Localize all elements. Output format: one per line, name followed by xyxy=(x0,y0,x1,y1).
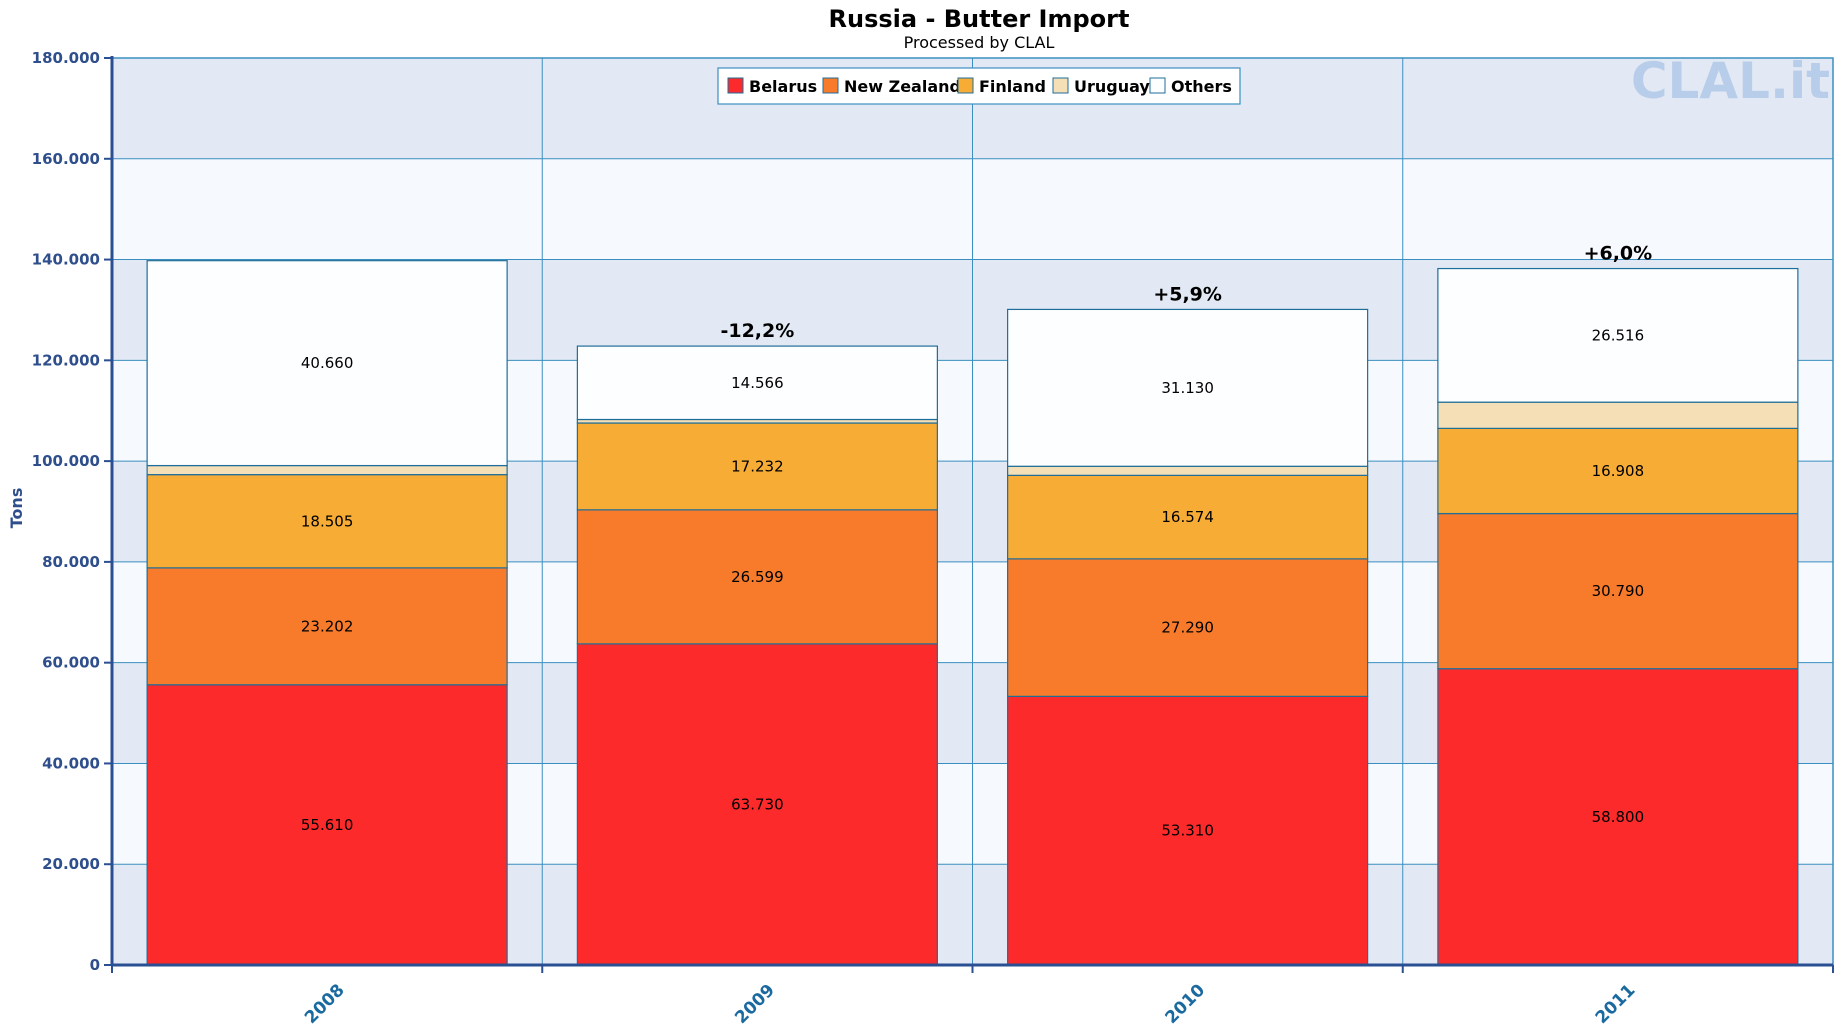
bar-segment-others-2010 xyxy=(1007,308,1369,467)
y-tick-label: 180.000 xyxy=(32,49,100,67)
x-tick-label: 2010 xyxy=(1162,980,1210,1025)
bars: 55.610 23.202 18.505 40.660 63.730 26.599 17.2… xyxy=(146,243,1799,966)
legend-swatch xyxy=(727,77,744,94)
legend-swatch xyxy=(1052,77,1069,94)
bar-segment-others-2011 xyxy=(1437,267,1799,403)
y-axis-ticks: 0 20.000 40.000 60.000 80.000 100.000 120.000 1… xyxy=(32,49,112,974)
data-label: 30.790 xyxy=(1592,582,1645,600)
data-label: 26.599 xyxy=(731,568,784,586)
bar-segment-uruguay-2011 xyxy=(1437,401,1799,429)
legend-item-belarus: Belarus xyxy=(727,77,817,96)
data-label: 58.800 xyxy=(1592,808,1645,826)
bar-segment-belarus-2010 xyxy=(1007,695,1369,966)
watermark-logo: CLAL.it xyxy=(1631,52,1830,110)
bar-segment-new-zealand-2010 xyxy=(1007,558,1369,697)
data-label: 16.574 xyxy=(1161,508,1214,526)
legend-label: Belarus xyxy=(749,77,817,96)
y-tick-label: 80.000 xyxy=(42,553,100,571)
x-tick-label: 2008 xyxy=(301,980,349,1025)
x-tick-label: 2009 xyxy=(731,980,779,1025)
bar-stack-2008: 55.610 23.202 18.505 40.660 xyxy=(146,260,508,966)
y-tick-label: 60.000 xyxy=(42,654,100,672)
y-tick-label: 120.000 xyxy=(32,351,100,369)
y-tick-label: 160.000 xyxy=(32,150,100,168)
legend-label: Uruguay xyxy=(1074,77,1150,96)
data-label: 18.505 xyxy=(301,512,354,530)
legend-label: Others xyxy=(1171,77,1232,96)
bar-segment-belarus-2008 xyxy=(146,684,508,966)
legend-swatch xyxy=(1149,77,1166,94)
y-tick-label: 0 xyxy=(90,956,100,974)
data-label: 31.130 xyxy=(1161,379,1214,397)
bar-segment-uruguay-2008 xyxy=(146,464,508,476)
change-annotation-2011: +6,0% xyxy=(1584,243,1653,265)
data-label: 53.310 xyxy=(1161,822,1214,840)
bar-stack-2011: 58.800 30.790 16.908 26.516 +6,0% xyxy=(1437,243,1799,966)
data-label: 55.610 xyxy=(301,816,354,834)
bar-segment-finland-2009 xyxy=(576,422,938,511)
bar-segment-others-2009 xyxy=(576,345,938,421)
legend-item-others: Others xyxy=(1149,77,1232,96)
y-tick-label: 40.000 xyxy=(42,754,100,772)
data-label: 27.290 xyxy=(1161,619,1214,637)
y-tick-label: 20.000 xyxy=(42,855,100,873)
bar-segment-new-zealand-2009 xyxy=(576,509,938,645)
legend-swatch xyxy=(957,77,974,94)
data-label: 40.660 xyxy=(301,354,354,372)
change-annotation-2010: +5,9% xyxy=(1153,283,1222,305)
chart-title: Russia - Butter Import xyxy=(829,5,1130,33)
legend-label: New Zealand xyxy=(844,77,961,96)
legend-item-uruguay: Uruguay xyxy=(1052,77,1150,96)
bar-segment-finland-2008 xyxy=(146,474,508,569)
x-axis-ticks: 2008 2009 2010 2011 xyxy=(111,965,1834,1025)
data-label: 16.908 xyxy=(1592,462,1645,480)
bar-segment-new-zealand-2008 xyxy=(146,567,508,686)
x-tick-label: 2011 xyxy=(1592,980,1640,1025)
bar-segment-belarus-2009 xyxy=(576,643,938,966)
bar-segment-new-zealand-2011 xyxy=(1437,512,1799,670)
legend-item-new-zealand: New Zealand xyxy=(822,77,961,96)
bar-stack-2009: 63.730 26.599 17.232 14.566 -12,2% xyxy=(576,320,938,966)
data-label: 14.566 xyxy=(731,374,784,392)
data-label: 17.232 xyxy=(731,457,784,475)
y-axis-label: Tons xyxy=(7,488,26,529)
data-label: 63.730 xyxy=(731,795,784,813)
bar-stack-2010: 53.310 27.290 16.574 31.130 +5,9% xyxy=(1007,283,1369,966)
data-label: 26.516 xyxy=(1592,326,1645,344)
legend-swatch xyxy=(822,77,839,94)
bar-segment-finland-2011 xyxy=(1437,427,1799,515)
legend: Belarus New Zealand Finland Uruguay Others xyxy=(717,67,1241,105)
legend-label: Finland xyxy=(979,77,1046,96)
legend-item-finland: Finland xyxy=(957,77,1046,96)
y-tick-label: 140.000 xyxy=(32,251,100,269)
bar-segment-others-2008 xyxy=(146,260,508,467)
y-tick-label: 100.000 xyxy=(32,452,100,470)
bar-segment-uruguay-2010 xyxy=(1007,465,1369,476)
bar-segment-belarus-2011 xyxy=(1437,668,1799,966)
chart-subtitle: Processed by CLAL xyxy=(904,33,1055,52)
change-annotation-2009: -12,2% xyxy=(720,320,794,342)
data-label: 23.202 xyxy=(301,617,354,635)
